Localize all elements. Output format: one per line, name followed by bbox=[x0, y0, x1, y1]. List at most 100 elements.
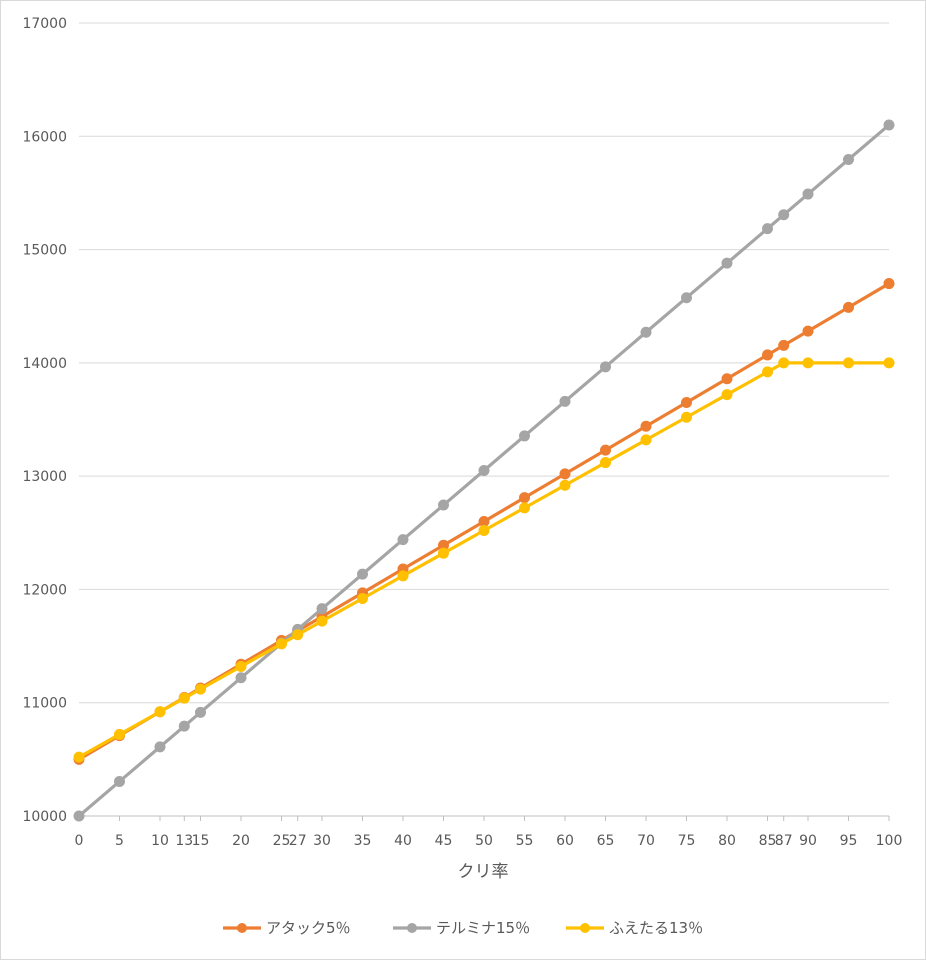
data-point bbox=[276, 638, 287, 650]
x-tick-label: 10 bbox=[151, 833, 169, 849]
x-tick-label: 35 bbox=[354, 833, 372, 849]
data-point bbox=[195, 706, 206, 718]
legend-item: アタック5％ bbox=[223, 919, 351, 937]
x-tick-label: 85 bbox=[759, 833, 777, 849]
y-axis-ticks: 10000 11000 12000 13000 14000 15000 16000 17000 bbox=[22, 16, 67, 825]
data-point bbox=[519, 502, 530, 514]
legend-label: テルミナ15％ bbox=[436, 919, 530, 937]
y-tick-label: 12000 bbox=[22, 582, 67, 598]
y-tick-label: 17000 bbox=[22, 16, 67, 32]
data-point bbox=[600, 457, 611, 469]
data-point bbox=[559, 395, 571, 407]
data-point bbox=[235, 672, 247, 684]
x-tick-label: 75 bbox=[678, 833, 696, 849]
data-point bbox=[778, 339, 790, 351]
data-point bbox=[397, 534, 409, 546]
data-point bbox=[438, 547, 449, 559]
data-point bbox=[178, 720, 190, 732]
data-point bbox=[559, 468, 571, 480]
data-point bbox=[883, 278, 895, 290]
data-point bbox=[235, 660, 247, 672]
x-tick-label: 15 bbox=[192, 833, 210, 849]
y-tick-label: 14000 bbox=[22, 356, 67, 372]
data-point bbox=[883, 119, 895, 131]
data-point bbox=[178, 692, 190, 704]
data-point bbox=[154, 741, 166, 753]
data-point bbox=[802, 188, 814, 200]
legend-label: ふえたる13％ bbox=[609, 919, 703, 937]
data-point bbox=[721, 389, 733, 401]
data-point bbox=[681, 411, 692, 423]
series-3 bbox=[73, 357, 895, 763]
series-2 bbox=[73, 119, 895, 822]
data-point bbox=[778, 209, 790, 221]
legend-label: アタック5％ bbox=[266, 919, 351, 937]
data-point bbox=[883, 357, 895, 369]
x-tick-label: 80 bbox=[718, 833, 736, 849]
data-point bbox=[316, 603, 328, 615]
data-point bbox=[640, 326, 652, 338]
data-point bbox=[438, 499, 449, 511]
data-point bbox=[721, 373, 733, 385]
x-tick-label: 70 bbox=[637, 833, 655, 849]
data-point bbox=[519, 492, 530, 504]
legend: アタック5％ テルミナ15％ ふえたる13％ bbox=[223, 919, 703, 937]
data-point bbox=[681, 292, 692, 304]
legend-marker bbox=[580, 923, 590, 933]
legend-item: ふえたる13％ bbox=[566, 919, 703, 937]
data-point bbox=[559, 479, 571, 491]
x-axis-title: クリ率 bbox=[458, 862, 509, 882]
data-point bbox=[640, 434, 652, 446]
data-point bbox=[478, 515, 490, 527]
data-point bbox=[519, 430, 530, 442]
y-tick-label: 11000 bbox=[22, 696, 67, 712]
x-tick-label: 45 bbox=[435, 833, 453, 849]
y-tick-label: 10000 bbox=[22, 809, 67, 825]
x-tick-label: 95 bbox=[840, 833, 858, 849]
data-point bbox=[114, 775, 125, 787]
x-tick-label: 60 bbox=[556, 833, 574, 849]
data-point bbox=[600, 361, 611, 373]
data-point bbox=[843, 301, 854, 313]
x-tick-label: 20 bbox=[232, 833, 250, 849]
x-tick-label: 27 bbox=[289, 833, 307, 849]
x-tick-label: 87 bbox=[775, 833, 793, 849]
data-point bbox=[154, 706, 166, 718]
data-point bbox=[73, 810, 85, 822]
data-point bbox=[195, 683, 206, 695]
data-point bbox=[478, 525, 490, 537]
x-tick-label: 100 bbox=[876, 833, 903, 849]
data-point bbox=[397, 570, 409, 582]
legend-item: テルミナ15％ bbox=[393, 919, 530, 937]
x-tick-label: 90 bbox=[799, 833, 817, 849]
legend-marker bbox=[407, 923, 417, 933]
y-tick-label: 15000 bbox=[22, 243, 67, 259]
data-point bbox=[762, 366, 773, 378]
data-point bbox=[843, 357, 854, 369]
data-point bbox=[721, 257, 733, 269]
data-point bbox=[843, 154, 854, 166]
legend-marker bbox=[237, 923, 247, 933]
data-point bbox=[640, 420, 652, 432]
y-tick-label: 16000 bbox=[22, 129, 67, 145]
x-tick-label: 13 bbox=[175, 833, 193, 849]
data-point bbox=[316, 615, 328, 627]
data-point bbox=[802, 325, 814, 337]
x-tick-label: 55 bbox=[516, 833, 534, 849]
x-tick-label: 50 bbox=[475, 833, 493, 849]
data-point bbox=[778, 357, 790, 369]
x-tick-label: 0 bbox=[75, 833, 84, 849]
x-tick-label: 40 bbox=[394, 833, 412, 849]
x-tick-label: 30 bbox=[313, 833, 331, 849]
series-group bbox=[73, 119, 895, 822]
data-point bbox=[114, 728, 125, 740]
y-tick-label: 13000 bbox=[22, 469, 67, 485]
data-point bbox=[681, 397, 692, 409]
x-tick-label: 5 bbox=[115, 833, 124, 849]
x-tick-label: 25 bbox=[273, 833, 291, 849]
data-point bbox=[802, 357, 814, 369]
x-tick-label: 65 bbox=[597, 833, 615, 849]
